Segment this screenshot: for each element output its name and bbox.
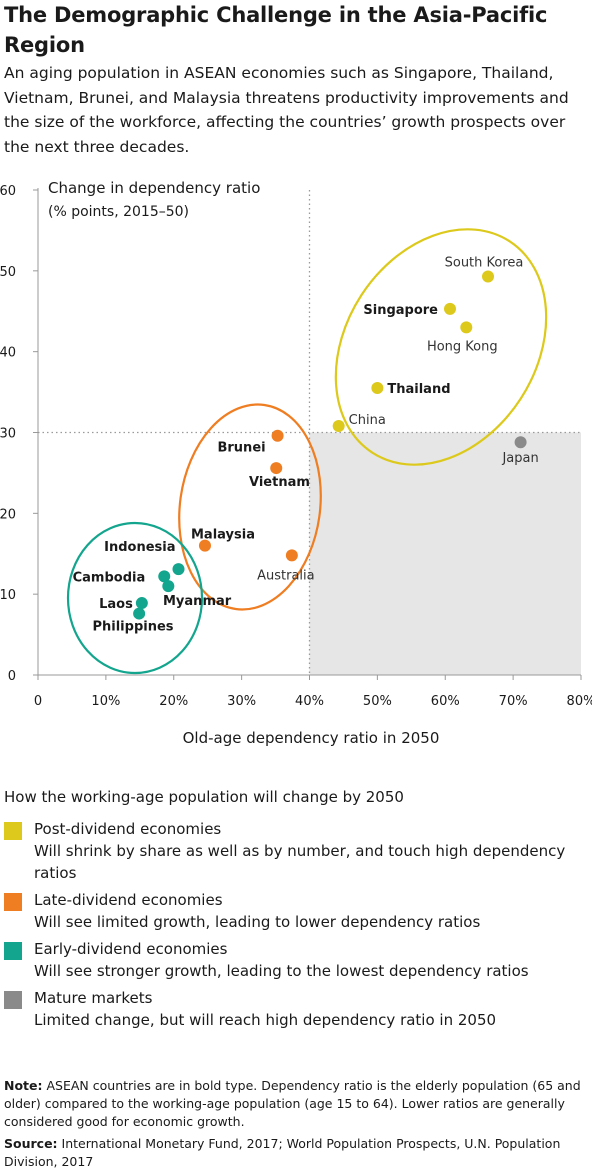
scatter-chart: 0 10 20 30 40 50 60 0 10% 20% 30% 40% 50% 60% 70% 80% S… (0, 179, 592, 747)
data-label: Brunei (217, 441, 265, 456)
legend-description: Limited change, but will reach high depe… (34, 1011, 497, 1029)
data-point (285, 549, 298, 562)
y-tick-label: 40 (0, 346, 16, 361)
x-tick-label: 70% (499, 694, 528, 709)
x-tick-label: 0 (34, 694, 42, 709)
legend-item: Early-dividend economies Will see stronge… (4, 938, 588, 982)
source: Source: International Monetary Fund, 201… (4, 1135, 588, 1171)
late-dividend-ellipse (178, 403, 322, 611)
y-tick-label: 60 (0, 184, 16, 199)
data-point (444, 302, 457, 315)
data-points (133, 270, 527, 620)
data-point (514, 436, 527, 449)
x-tick-label: 10% (91, 694, 120, 709)
source-label: Source: (4, 1136, 58, 1151)
legend-name: Mature markets (34, 989, 153, 1007)
legend-description: Will see limited growth, leading to lowe… (34, 913, 481, 931)
data-point (482, 270, 495, 283)
data-label: South Korea (445, 255, 524, 270)
legend-heading: How the working-age population will chan… (4, 788, 404, 806)
x-tick-label: 80% (567, 694, 592, 709)
data-label: Malaysia (191, 528, 255, 543)
data-label: Vietnam (249, 475, 310, 490)
y-tick-label: 0 (8, 669, 16, 684)
shaded-region (309, 432, 581, 675)
data-label: Thailand (387, 382, 450, 397)
y-tick-label: 10 (0, 588, 16, 603)
data-point (162, 580, 175, 593)
legend-swatch (4, 822, 22, 840)
y-axis-label-units: (% points, 2015–50) (48, 204, 189, 220)
legend: How the working-age population will chan… (4, 786, 588, 1036)
page-subtitle: An aging population in ASEAN economies s… (4, 64, 569, 156)
legend-swatch (4, 942, 22, 960)
data-label: Laos (99, 597, 133, 612)
y-tick-label: 30 (0, 427, 16, 442)
note-label: Note: (4, 1078, 43, 1093)
y-tick-label: 20 (0, 507, 16, 522)
x-tick-label: 50% (363, 694, 392, 709)
y-axis-label: Change in dependency ratio (48, 179, 260, 197)
data-label: Singapore (363, 303, 438, 318)
note: Note: ASEAN countries are in bold type. … (4, 1077, 588, 1131)
x-tick-label: 30% (227, 694, 256, 709)
data-point (371, 382, 384, 395)
data-point (135, 597, 148, 610)
x-tick-label: 60% (431, 694, 460, 709)
group-ellipses (66, 228, 548, 675)
note-text: ASEAN countries are in bold type. Depend… (4, 1078, 581, 1129)
source-text: International Monetary Fund, 2017; World… (4, 1136, 561, 1169)
point-labels: South Korea Singapore Hong Kong Thailand Chi… (73, 255, 539, 634)
data-label: China (349, 413, 386, 428)
legend-name: Late-dividend economies (34, 891, 223, 909)
legend-name: Post-dividend economies (34, 820, 222, 838)
notes: Note: ASEAN countries are in bold type. … (4, 1077, 588, 1171)
post-dividend-ellipse (334, 228, 548, 466)
legend-name: Early-dividend economies (34, 940, 228, 958)
x-tick-label: 20% (159, 694, 188, 709)
data-label: Hong Kong (427, 339, 498, 354)
data-point (460, 321, 473, 334)
legend-item: Late-dividend economies Will see limited … (4, 889, 588, 933)
data-point (172, 563, 185, 576)
data-label: Myanmar (163, 594, 232, 609)
chart-axes: 0 10 20 30 40 50 60 0 10% 20% 30% 40% 50% 60% 70% 80% (0, 184, 592, 709)
legend-item: Post-dividend economies Will shrink by sh… (4, 818, 588, 884)
data-label: Indonesia (104, 540, 175, 555)
chart-background (38, 190, 581, 675)
x-axis-label: Old-age dependency ratio in 2050 (183, 729, 440, 747)
legend-items: Post-dividend economies Will shrink by sh… (4, 818, 588, 1031)
x-tick-label: 40% (295, 694, 324, 709)
legend-description: Will shrink by share as well as by numbe… (34, 842, 566, 882)
data-point (270, 462, 283, 475)
data-label: Philippines (92, 620, 173, 635)
data-point (271, 429, 284, 442)
data-label: Cambodia (73, 570, 146, 585)
y-tick-label: 50 (0, 265, 16, 280)
data-point (198, 539, 211, 552)
legend-swatch (4, 991, 22, 1009)
early-dividend-ellipse (66, 521, 204, 675)
data-label: Japan (501, 451, 538, 466)
legend-item: Mature markets Limited change, but will r… (4, 987, 588, 1031)
data-point (158, 570, 171, 583)
legend-description: Will see stronger growth, leading to the… (34, 962, 529, 980)
data-point (332, 420, 345, 433)
legend-swatch (4, 893, 22, 911)
data-point (133, 607, 146, 620)
data-label: Australia (257, 568, 315, 583)
page-title: The Demographic Challenge in the Asia-Pa… (4, 3, 548, 57)
